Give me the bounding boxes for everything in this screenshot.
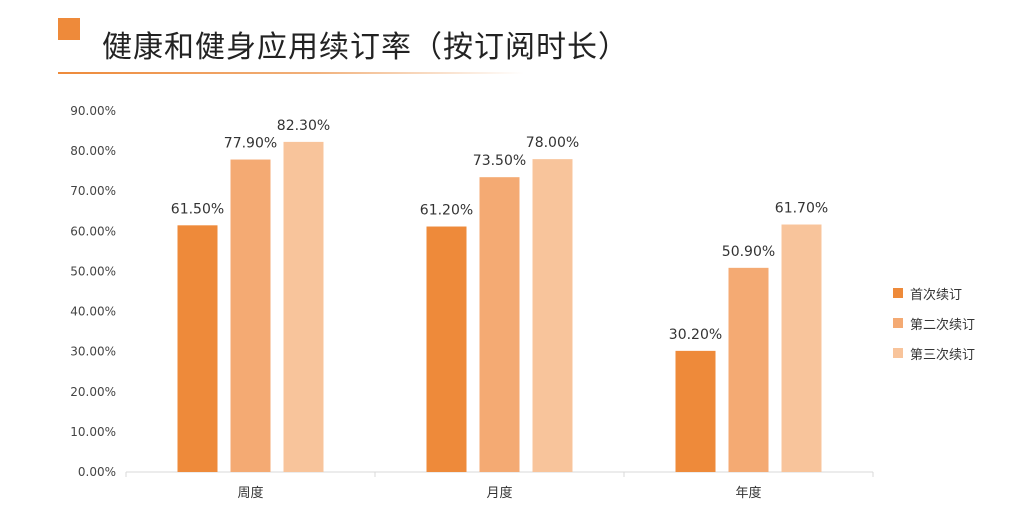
title-underline [58, 72, 524, 74]
legend-item-series-2: 第二次续订 [893, 308, 975, 338]
page-title: 健康和健身应用续订率（按订阅时长） [102, 30, 629, 65]
y-tick-label: 80.00% [70, 144, 116, 158]
chart-legend: 首次续订 第二次续订 第三次续订 [893, 278, 975, 368]
legend-label-series-1: 首次续订 [910, 287, 963, 303]
bar [728, 267, 769, 472]
bar [675, 350, 716, 472]
y-tick-label: 30.00% [70, 345, 116, 359]
data-label: 82.30% [277, 118, 330, 134]
legend-item-series-3: 第三次续订 [893, 338, 975, 368]
data-label: 77.90% [224, 136, 277, 152]
y-tick-label: 90.00% [70, 104, 116, 118]
legend-swatch-series-2 [893, 318, 903, 328]
data-label: 73.50% [473, 153, 526, 169]
bar [532, 159, 573, 472]
legend-swatch-series-1 [893, 288, 903, 298]
bar [177, 225, 218, 472]
data-label: 78.00% [526, 135, 579, 151]
legend-item-series-1: 首次续订 [893, 278, 975, 308]
y-tick-label: 0.00% [78, 465, 116, 479]
data-label: 61.20% [420, 203, 473, 219]
x-category-label: 年度 [735, 485, 761, 501]
legend-swatch-series-3 [893, 348, 903, 358]
x-category-label: 周度 [237, 485, 263, 501]
y-tick-label: 20.00% [70, 385, 116, 399]
bar [230, 159, 271, 473]
title-accent-square [58, 18, 80, 40]
data-label: 61.50% [171, 201, 224, 217]
y-tick-label: 70.00% [70, 184, 116, 198]
bar [479, 177, 520, 472]
y-tick-label: 10.00% [70, 425, 116, 439]
legend-label-series-2: 第二次续订 [910, 317, 976, 333]
x-category-label: 月度 [486, 485, 512, 501]
bar [426, 226, 467, 472]
bar [283, 141, 324, 472]
y-tick-label: 40.00% [70, 305, 116, 319]
bar [781, 224, 822, 472]
y-tick-label: 50.00% [70, 264, 116, 278]
legend-label-series-3: 第三次续订 [910, 347, 976, 363]
data-label: 30.20% [669, 327, 722, 343]
data-label: 61.70% [775, 201, 828, 217]
data-label: 50.90% [722, 244, 775, 260]
y-tick-label: 60.00% [70, 224, 116, 238]
